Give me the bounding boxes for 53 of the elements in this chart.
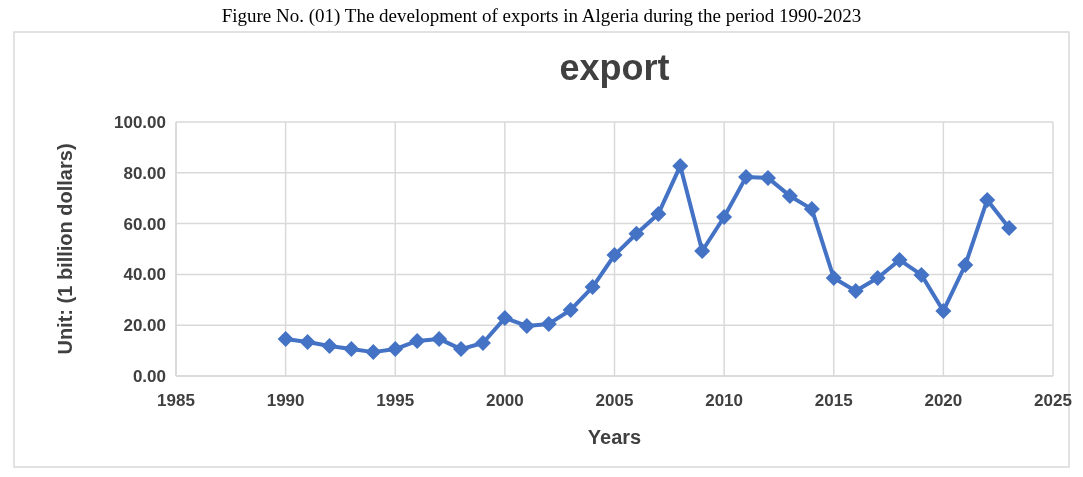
point — [518, 317, 535, 334]
point — [803, 201, 820, 218]
point — [650, 205, 667, 222]
point — [562, 301, 579, 318]
point — [540, 315, 557, 332]
point — [474, 334, 491, 351]
x-tick-label: 1990 — [266, 391, 305, 410]
point — [409, 332, 426, 349]
x-tick-label: 2005 — [595, 391, 634, 410]
point — [628, 225, 645, 242]
y-tick-label: 20.00 — [123, 316, 166, 336]
point — [299, 333, 316, 350]
chart-title: export — [559, 47, 670, 88]
point — [759, 169, 776, 186]
point — [343, 341, 360, 358]
point — [847, 282, 864, 299]
point — [738, 169, 755, 186]
x-tick-label: 2020 — [924, 391, 963, 410]
point — [825, 269, 842, 286]
point — [1001, 219, 1018, 236]
text: Figure No. (01) The development of exports in Algeria during the period 1990-2023 — [221, 5, 862, 27]
point — [716, 209, 733, 225]
point — [277, 330, 294, 347]
x-tick-label: 2015 — [814, 391, 853, 410]
point — [387, 341, 404, 358]
y-tick-label: 0.00 — [132, 366, 166, 386]
point — [365, 344, 382, 361]
x-tick-label: 2010 — [705, 391, 744, 410]
point — [453, 341, 470, 358]
point — [781, 187, 798, 204]
point — [496, 310, 513, 327]
point — [869, 269, 886, 286]
point — [891, 251, 908, 268]
point — [979, 191, 996, 208]
point — [584, 279, 601, 296]
x-axis-title: Years — [587, 426, 642, 448]
x-tick-label: 1995 — [376, 391, 415, 410]
y-tick-label: 40.00 — [123, 265, 166, 285]
y-tick-label: 60.00 — [123, 214, 166, 234]
x-tick-label: 2025 — [1034, 391, 1072, 410]
y-axis-title: Unit: (1 billion dollars) — [54, 143, 76, 355]
point — [606, 247, 623, 264]
point — [913, 266, 930, 283]
point — [431, 330, 448, 347]
point — [935, 302, 952, 319]
y-tick-label: 80.00 — [123, 163, 166, 183]
y-tick-label: 100.00 — [114, 112, 166, 132]
point — [321, 338, 338, 355]
point — [957, 257, 974, 273]
point — [694, 243, 711, 260]
x-tick-label: 1985 — [157, 391, 195, 410]
point — [672, 157, 689, 174]
x-tick-label: 2000 — [485, 391, 524, 410]
